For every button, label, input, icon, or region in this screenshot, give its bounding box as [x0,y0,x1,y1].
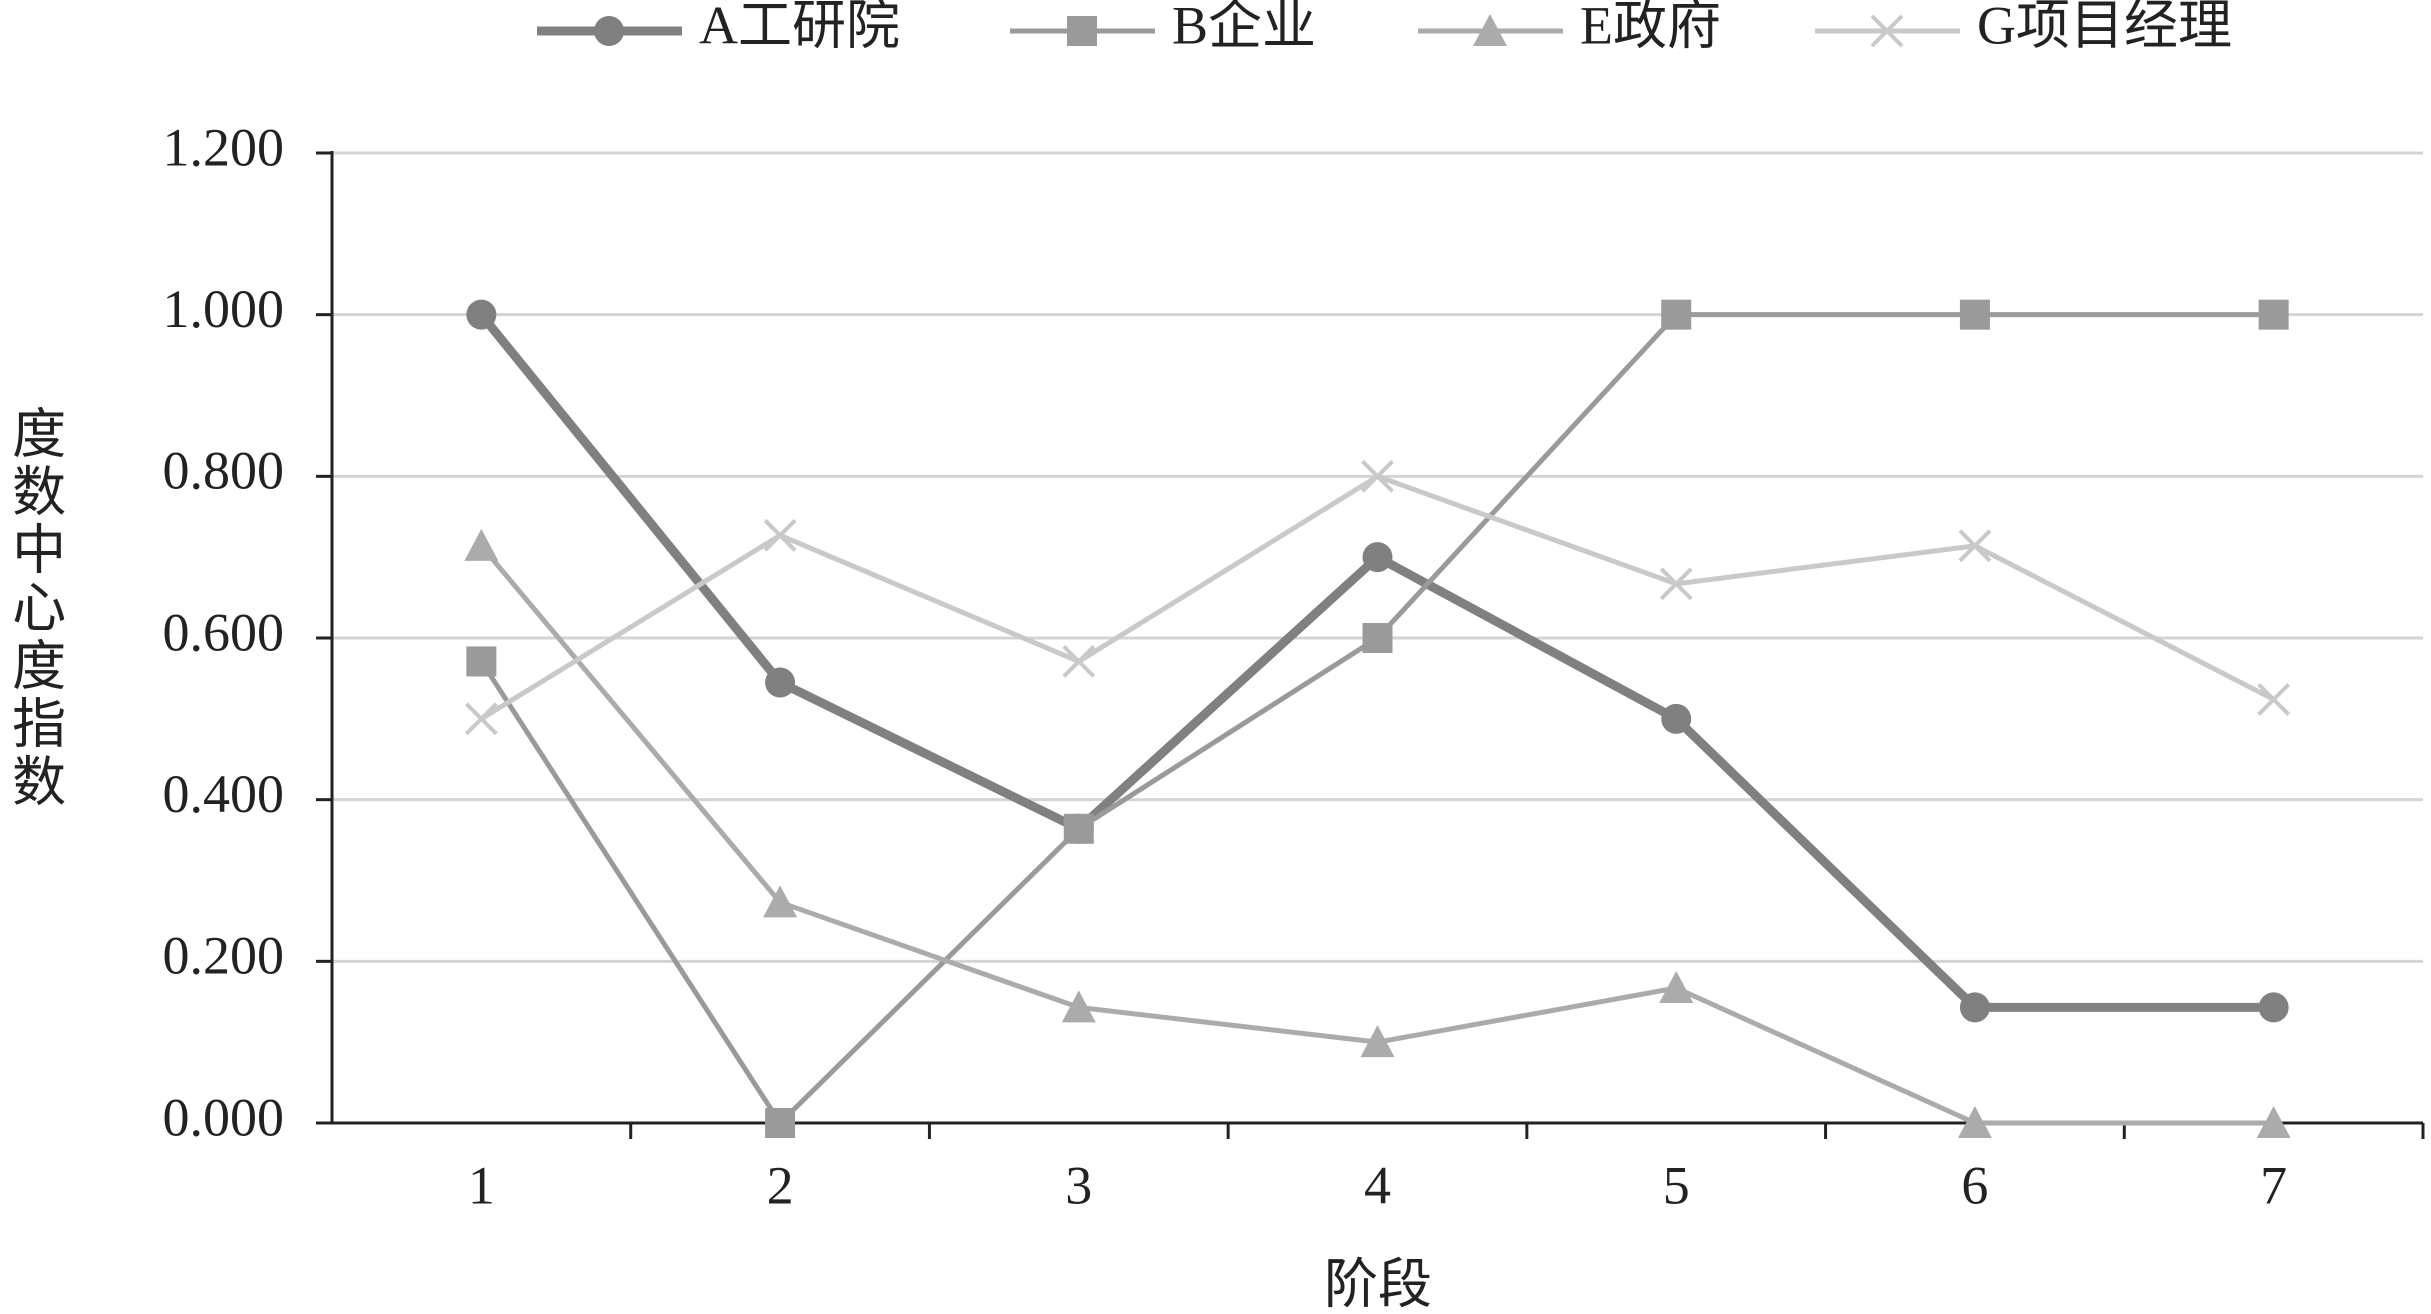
point [464,702,498,736]
y-tick-label: 0.600 [163,602,285,662]
legend-label: B企业 [1172,0,1316,55]
point [1063,813,1094,844]
point [1959,992,1990,1023]
x-tick-label: 4 [1364,1155,1391,1215]
x-tick-label: 2 [767,1155,794,1215]
point [765,667,796,698]
x-tick-label: 1 [468,1155,495,1215]
legend-label: E政府 [1580,0,1721,55]
point [1659,567,1693,601]
y-tick-label: 0.200 [163,926,285,986]
x-axis-label: 阶段 [1324,1254,1432,1314]
legend-marker [594,16,624,46]
point [1659,971,1694,1004]
point [1362,623,1393,653]
point [466,646,497,677]
point [464,528,499,561]
point [1361,459,1394,493]
point [763,885,798,918]
series-line [477,311,2274,1012]
y-tick-label: 0.800 [163,441,285,501]
y-tick-label: 0.000 [163,1087,285,1147]
legend-marker [1473,14,1507,46]
point [1957,1106,1992,1138]
point [1661,299,1692,330]
point [2256,1106,2291,1138]
x-axis-divisions [629,1123,2425,1139]
x-tick-label: 7 [2260,1155,2287,1215]
x-tick-label: 6 [1961,1155,1988,1215]
point [1661,703,1692,734]
y-tick-label: 1.000 [163,279,285,339]
point [2258,299,2289,330]
point [1062,645,1096,678]
x-tick-label: 3 [1065,1155,1092,1215]
point [466,299,497,330]
y-tick-label: 0.400 [163,764,285,824]
point [2257,683,2291,716]
legend-marker [1870,14,1904,48]
legend-marker [1067,16,1097,46]
point [1362,542,1393,573]
y-tick-label: 1.200 [163,117,285,177]
point [1959,299,1990,330]
point [2258,992,2289,1023]
series-line [480,473,2275,721]
point [765,1108,796,1138]
point [763,518,797,552]
legend-label: A工研院 [699,0,900,55]
x-tick-label: 5 [1663,1155,1690,1215]
series-line [479,312,2274,1126]
y-axis-label: 度数中心度指数 [4,405,65,811]
legend-label: G项目经理 [1977,0,2232,55]
point [1958,529,1992,563]
point [1061,990,1096,1023]
point [1360,1025,1395,1058]
